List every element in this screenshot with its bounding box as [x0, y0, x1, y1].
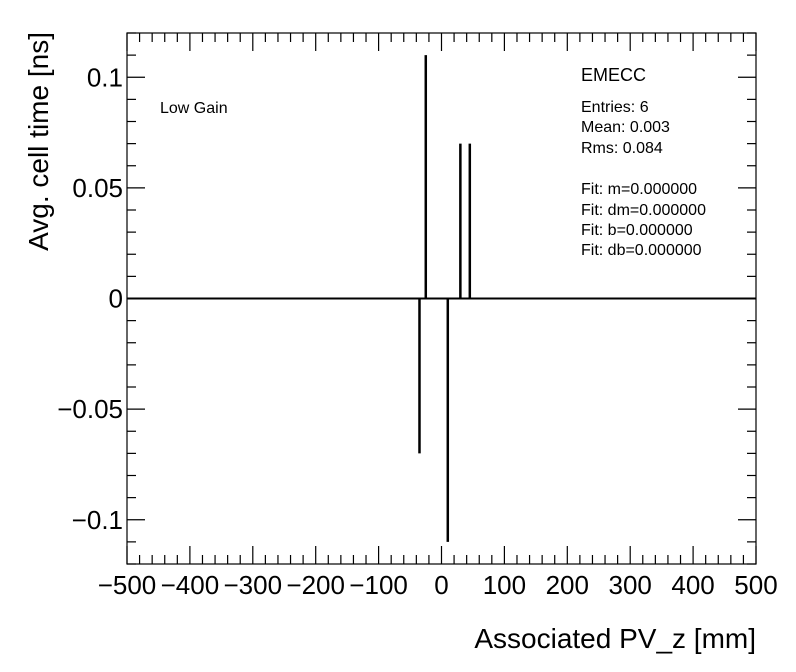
x-tick-label: 300: [609, 570, 652, 600]
y-tick-label: 0: [109, 284, 123, 314]
stats-title: EMECC: [581, 65, 646, 85]
x-tick-label: 400: [671, 570, 714, 600]
x-tick-label: −200: [286, 570, 345, 600]
x-tick-label: −100: [349, 570, 408, 600]
tick-labels: −500 −400 −300 −200 −100 0 100 200 300 400 500 −0.1…: [57, 62, 777, 600]
low-gain-annotation: Low Gain: [160, 100, 228, 117]
x-tick-label: 500: [734, 570, 777, 600]
y-tick-label: −0.1: [72, 505, 123, 535]
x-tick-label: 100: [483, 570, 526, 600]
y-tick-label: 0.1: [87, 62, 123, 92]
data-bars: [418, 55, 472, 542]
y-tick-label: 0.05: [72, 173, 123, 203]
x-axis-title: Associated PV_z [mm]: [474, 623, 756, 654]
stats-mean: Mean: 0.003: [581, 119, 670, 136]
stats-box: EMECC Entries: 6 Mean: 0.003 Rms: 0.084 …: [581, 65, 706, 259]
stats-entries: Entries: 6: [581, 99, 649, 116]
stats-fit-m: Fit: m=0.000000: [581, 181, 697, 198]
stats-fit-db: Fit: db=0.000000: [581, 242, 702, 259]
x-tick-label: 0: [434, 570, 448, 600]
y-axis-title: Avg. cell time [ns]: [23, 32, 54, 251]
stats-fit-b: Fit: b=0.000000: [581, 222, 693, 239]
x-tick-label: −400: [161, 570, 220, 600]
y-tick-label: −0.05: [57, 394, 123, 424]
x-tick-label: 200: [546, 570, 589, 600]
x-tick-label: −500: [98, 570, 157, 600]
axis-ticks: [126, 32, 757, 565]
x-tick-label: −300: [224, 570, 283, 600]
stats-rms: Rms: 0.084: [581, 140, 663, 157]
stats-fit-dm: Fit: dm=0.000000: [581, 202, 706, 219]
